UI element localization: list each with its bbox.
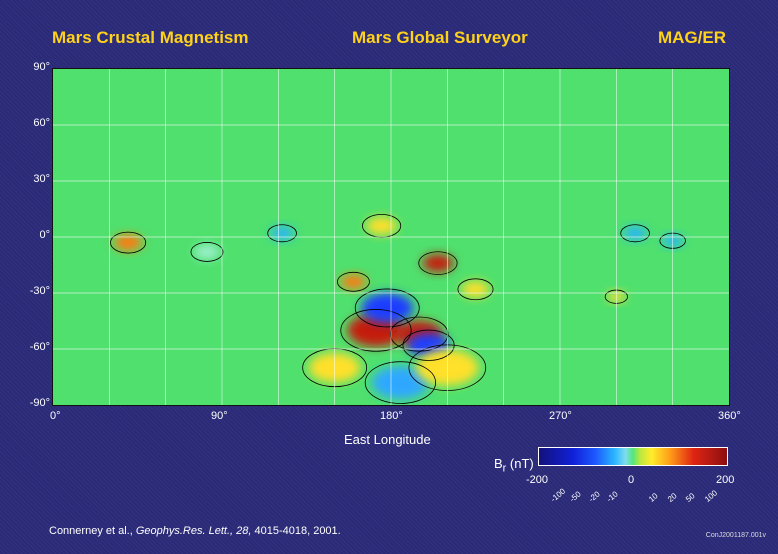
- lat-tick-label: 0°: [39, 229, 50, 241]
- instrument-title: MAG/ER: [658, 28, 726, 47]
- magnetic-anomaly-7: [113, 234, 143, 251]
- colorbar-minor-tick: -100: [549, 486, 568, 504]
- lat-tick-label: 60°: [33, 117, 50, 129]
- magnetic-anomaly-14: [366, 216, 398, 235]
- colorbar-major-tick: 200: [716, 474, 735, 486]
- image-code: ConJ2001187.001v: [705, 532, 766, 539]
- contour-line-11: [620, 224, 650, 243]
- contour-line-15: [457, 278, 494, 301]
- lat-tick-label: -90°: [29, 397, 50, 409]
- contour-line-7: [110, 231, 147, 254]
- lon-tick-label: 360°: [718, 410, 741, 422]
- contour-line-4: [364, 361, 436, 404]
- colorbar-major-tick: -200: [526, 474, 549, 486]
- colorbar-minor-tick: 10: [646, 491, 660, 504]
- lat-tick-label: 30°: [33, 173, 50, 185]
- magnetic-anomaly-16: [193, 244, 220, 260]
- crustal-field-map: [52, 68, 730, 406]
- colorbar-label: Br (nT): [494, 456, 534, 475]
- contour-line-13: [267, 224, 297, 243]
- colorbar-minor-tick: -50: [567, 489, 583, 504]
- lon-tick-label: 270°: [549, 410, 572, 422]
- magnetic-anomaly-5: [422, 254, 454, 273]
- contour-line-16: [190, 242, 224, 262]
- colorbar-minor-tick: 50: [684, 491, 697, 504]
- lat-tick-label: 90°: [33, 61, 50, 73]
- colorbar: [538, 447, 728, 466]
- colorbar-minor-tick: -20: [586, 489, 602, 504]
- lon-tick-label: 180°: [380, 410, 403, 422]
- contour-line-2: [354, 288, 420, 328]
- x-axis-label: East Longitude: [344, 432, 431, 447]
- lon-tick-label: 0°: [50, 410, 61, 422]
- mission-title: Mars Global Surveyor: [352, 28, 528, 47]
- magnetic-anomaly-15: [461, 281, 490, 298]
- lat-tick-label: -60°: [29, 341, 50, 353]
- map-title: Mars Crustal Magnetism: [52, 28, 249, 47]
- citation: Connerney et al., Geophys.Res. Lett., 28…: [49, 525, 341, 537]
- lat-tick-label: -30°: [29, 285, 50, 297]
- lon-tick-label: 90°: [211, 410, 228, 422]
- colorbar-minor-tick: 20: [665, 491, 679, 504]
- magnetic-anomaly-4: [371, 366, 429, 400]
- colorbar-major-tick: 0: [628, 474, 635, 486]
- magnetic-anomaly-13: [270, 226, 294, 241]
- contour-line-1: [389, 316, 449, 352]
- colorbar-minor-tick: -10: [605, 489, 621, 504]
- magnetic-anomaly-6: [340, 274, 367, 290]
- colorbar-minor-tick: 100: [703, 488, 720, 504]
- contour-line-6: [337, 271, 370, 292]
- contour-line-0: [340, 309, 412, 352]
- magnetic-anomaly-11: [623, 226, 647, 241]
- contour-line-5: [418, 251, 458, 275]
